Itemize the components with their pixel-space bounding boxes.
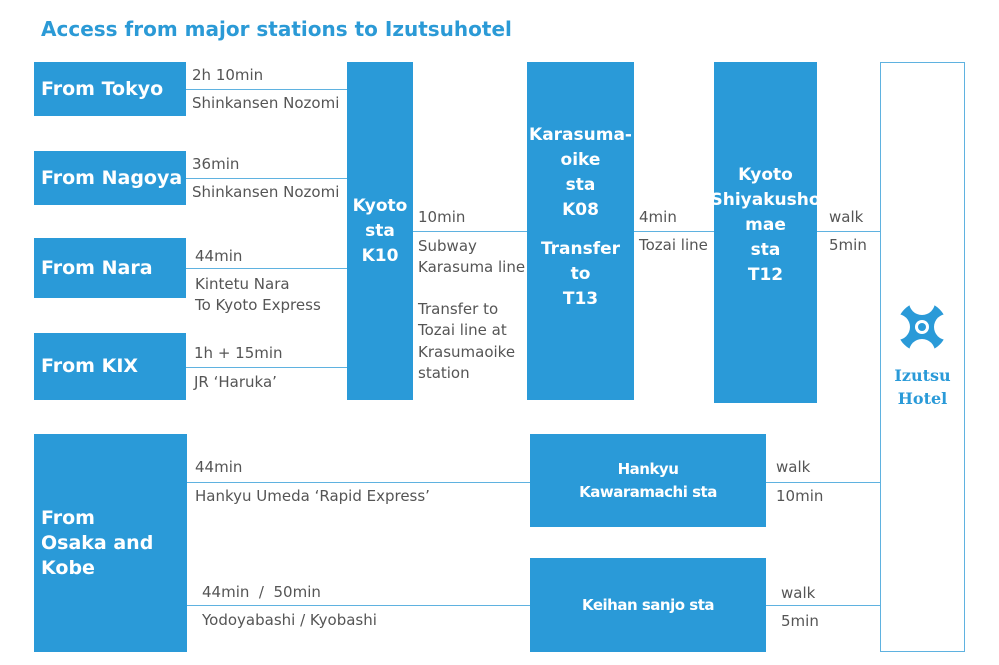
walk-time: 5min bbox=[829, 236, 867, 254]
hotel-logo bbox=[895, 300, 949, 354]
time: 4min bbox=[639, 208, 677, 226]
station-label: Karasuma- bbox=[529, 125, 632, 145]
station-box: Keihan sanjo sta bbox=[530, 558, 766, 652]
note: station bbox=[418, 364, 470, 382]
route: Karasuma line bbox=[418, 258, 526, 276]
route: Shinkansen Nozomi bbox=[192, 183, 340, 201]
hotel-name: Izutsu Hotel bbox=[880, 364, 965, 410]
origin-label: From Nara bbox=[41, 256, 153, 279]
connector bbox=[634, 231, 714, 232]
connector bbox=[187, 605, 530, 606]
hotel-label: Izutsu bbox=[894, 366, 951, 385]
title: Access from major stations to Izutsuhote… bbox=[41, 17, 512, 41]
time: 44min bbox=[195, 247, 243, 265]
walk: walk bbox=[829, 208, 864, 226]
origin-box: From Nara bbox=[34, 238, 186, 298]
route: Tozai line bbox=[639, 236, 708, 254]
station-label: Keihan sanjo sta bbox=[582, 595, 715, 614]
station-label: T12 bbox=[747, 265, 784, 285]
station-label: sta bbox=[565, 175, 596, 195]
station-box: Karasuma- oike sta K08 Transfer to T13 bbox=[527, 62, 634, 400]
origin-box: From Nagoya bbox=[34, 151, 186, 205]
origin-label: Osaka and bbox=[41, 531, 154, 554]
hotel-box bbox=[880, 62, 965, 652]
route: Hankyu Umeda ‘Rapid Express’ bbox=[195, 487, 430, 505]
connector bbox=[186, 367, 347, 368]
connector bbox=[186, 268, 347, 269]
station-label: Kyoto bbox=[352, 195, 408, 216]
walk-time: 10min bbox=[776, 487, 824, 505]
origin-label: Kobe bbox=[41, 556, 95, 579]
station-label: oike bbox=[560, 150, 601, 170]
origin-label: From KIX bbox=[41, 355, 139, 377]
transfer-label: Transfer bbox=[540, 239, 621, 259]
station-box: Kyoto sta K10 bbox=[347, 62, 413, 400]
station-box: Kyoto Shiyakusho mae sta T12 bbox=[710, 62, 821, 403]
connector bbox=[187, 482, 530, 483]
station-label: Kawaramachi sta bbox=[579, 482, 717, 501]
note: Tozai line at bbox=[418, 321, 507, 339]
note: Krasumaoike bbox=[418, 343, 516, 361]
origin-label: From bbox=[41, 506, 95, 529]
connector bbox=[186, 89, 347, 90]
station-label: K10 bbox=[361, 245, 399, 266]
origin-box: From Osaka and Kobe bbox=[34, 434, 187, 652]
route: Shinkansen Nozomi bbox=[192, 94, 340, 112]
transfer-label: to bbox=[570, 264, 591, 284]
station-label: Hankyu bbox=[617, 459, 679, 478]
station-label: K08 bbox=[562, 200, 599, 220]
station-label: Kyoto bbox=[738, 165, 793, 185]
route: To Kyoto Express bbox=[195, 296, 321, 314]
station-box: Hankyu Kawaramachi sta bbox=[530, 434, 766, 527]
connector bbox=[766, 605, 880, 606]
route: Kintetu Nara bbox=[195, 275, 290, 293]
station-label: mae bbox=[745, 215, 786, 235]
time: 10min bbox=[418, 208, 466, 226]
transfer-label: T13 bbox=[562, 289, 599, 309]
walk-time: 5min bbox=[781, 612, 819, 630]
route: Subway bbox=[418, 237, 477, 255]
route: Yodoyabashi / Kyobashi bbox=[202, 611, 377, 629]
hotel-label: Hotel bbox=[897, 389, 948, 408]
origin-box: From Tokyo bbox=[34, 62, 186, 116]
time: 1h + 15min bbox=[194, 344, 283, 362]
connector bbox=[817, 231, 880, 232]
station-label: sta bbox=[750, 240, 781, 260]
walk: walk bbox=[776, 458, 811, 476]
time: 36min bbox=[192, 155, 240, 173]
time: 44min / 50min bbox=[202, 583, 321, 601]
walk: walk bbox=[781, 584, 816, 602]
origin-label: From Nagoya bbox=[41, 166, 183, 189]
station-label: sta bbox=[365, 220, 395, 241]
connector bbox=[413, 231, 527, 232]
origin-box: From KIX bbox=[34, 333, 186, 400]
station-label: Shiyakusho bbox=[710, 190, 821, 210]
route: JR ‘Haruka’ bbox=[194, 373, 277, 391]
time: 2h 10min bbox=[192, 66, 264, 84]
connector bbox=[766, 482, 880, 483]
time: 44min bbox=[195, 458, 243, 476]
note: Transfer to bbox=[418, 300, 499, 318]
origin-label: From Tokyo bbox=[41, 77, 164, 100]
connector bbox=[186, 178, 347, 179]
